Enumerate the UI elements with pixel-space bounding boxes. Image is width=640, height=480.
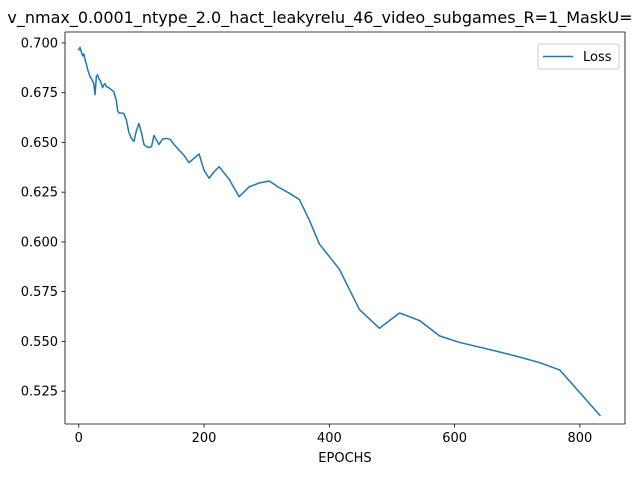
x-tick-label: 0: [75, 431, 83, 446]
y-tick-label: 0.675: [21, 86, 58, 101]
axis-ticks: 0 200 400 600 800 0.525 0.550 0.575 0.600 0.625 0.…: [21, 36, 593, 446]
y-tick-label: 0.575: [21, 285, 58, 300]
plot-area: [65, 32, 625, 424]
chart-title: v_nmax_0.0001_ntype_2.0_hact_leakyrelu_4…: [7, 8, 632, 28]
x-tick-label: 200: [192, 431, 217, 446]
x-tick-label: 400: [317, 431, 342, 446]
x-tick-label: 800: [567, 431, 592, 446]
series-line-loss: [77, 46, 601, 417]
y-tick-label: 0.700: [21, 36, 58, 51]
x-axis-label: EPOCHS: [318, 451, 371, 466]
y-tick-label: 0.525: [21, 385, 58, 400]
axes-spines: [64, 31, 626, 425]
y-tick-label: 0.550: [21, 335, 58, 350]
legend: Loss: [537, 43, 620, 70]
legend-box: [537, 43, 620, 70]
x-tick-label: 600: [442, 431, 467, 446]
y-tick-label: 0.650: [21, 136, 58, 151]
series-layer: [77, 46, 601, 417]
y-tick-label: 0.625: [21, 186, 58, 201]
legend-label-loss: Loss: [583, 50, 612, 65]
y-tick-label: 0.600: [21, 235, 58, 250]
